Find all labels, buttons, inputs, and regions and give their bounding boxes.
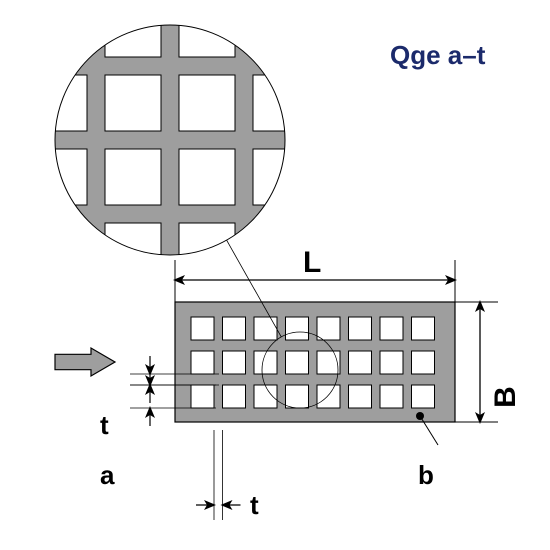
plate-hole: [286, 317, 309, 340]
plate-hole: [223, 351, 246, 374]
plate-hole: [317, 385, 340, 408]
plate-hole: [380, 385, 403, 408]
plate-hole: [254, 317, 277, 340]
plate-hole: [412, 317, 435, 340]
label-b: b: [418, 460, 434, 491]
plate-hole: [223, 317, 246, 340]
plate-hole: [191, 385, 214, 408]
label-B: B: [489, 386, 523, 408]
plate-hole: [317, 351, 340, 374]
plate-hole: [380, 351, 403, 374]
plate-hole: [191, 317, 214, 340]
plate-hole: [349, 351, 372, 374]
plate-hole: [349, 385, 372, 408]
plate-hole: [191, 351, 214, 374]
plate-hole: [317, 317, 340, 340]
label-a: a: [100, 460, 114, 491]
label-t-left: t: [100, 410, 109, 441]
plate-hole: [412, 385, 435, 408]
plate-hole: [254, 385, 277, 408]
diagram-title: Qge a–t: [390, 40, 485, 71]
plate-hole: [380, 317, 403, 340]
plate-hole: [286, 351, 309, 374]
plate-hole: [412, 351, 435, 374]
diagram-canvas: [0, 0, 550, 550]
plate-hole: [286, 385, 309, 408]
label-t-bottom: t: [250, 490, 259, 521]
flow-arrow-icon: [55, 348, 115, 376]
detail-view: [0, 0, 383, 353]
plate-hole: [349, 317, 372, 340]
label-L: L: [303, 246, 321, 280]
plate-hole: [223, 385, 246, 408]
